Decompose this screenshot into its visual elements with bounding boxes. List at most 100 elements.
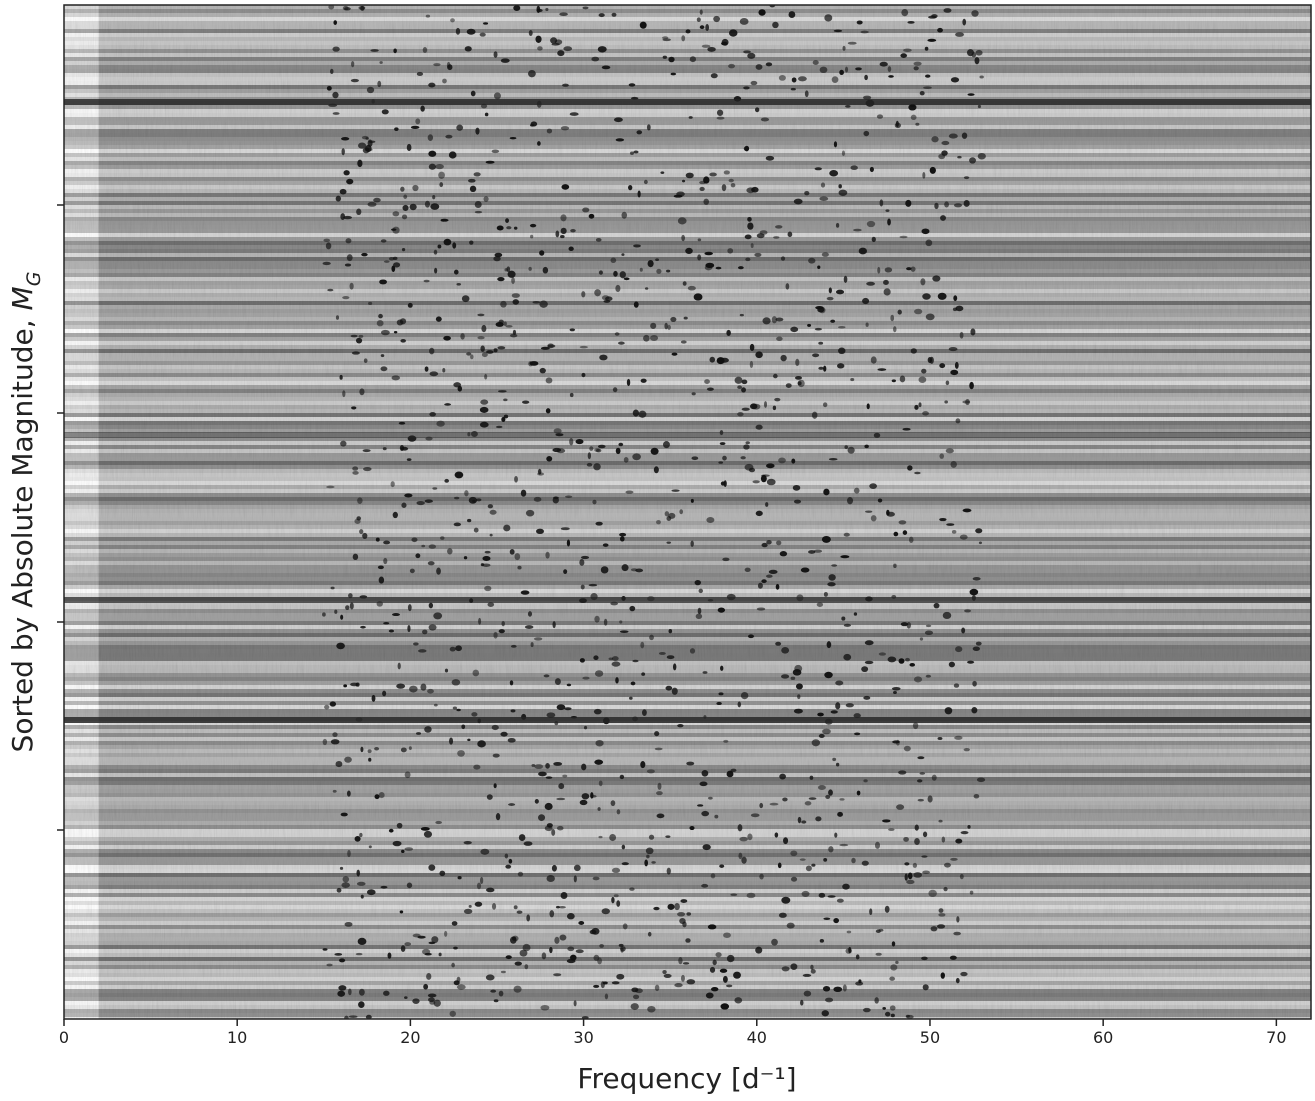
heatmap-peak — [720, 1003, 730, 1010]
heatmap-peak — [358, 1001, 365, 1008]
heatmap-peak — [433, 703, 438, 707]
heatmap-peak — [326, 85, 332, 91]
heatmap-peak — [741, 379, 748, 385]
heatmap-peak — [470, 354, 474, 360]
heatmap-peak — [747, 833, 753, 841]
heatmap-peak — [613, 270, 618, 277]
heatmap-peak — [801, 820, 807, 824]
heatmap-peak — [686, 761, 695, 766]
heatmap-peak — [392, 226, 400, 234]
heatmap-peak — [340, 812, 348, 817]
heatmap-peak — [647, 931, 652, 937]
heatmap-peak — [709, 966, 716, 973]
heatmap-peak — [619, 532, 627, 537]
heatmap-peak — [480, 848, 490, 855]
heatmap-peak — [433, 999, 441, 1007]
heatmap-peak — [632, 453, 641, 461]
heatmap-peak — [646, 769, 655, 774]
heatmap-peak — [343, 215, 352, 220]
heatmap-peak — [773, 236, 780, 239]
heatmap-peak — [866, 281, 875, 286]
heatmap-peak — [777, 862, 782, 869]
heatmap-peak — [711, 986, 719, 992]
heatmap-peak — [837, 363, 845, 369]
heatmap-peak — [425, 14, 431, 18]
heatmap-peak — [373, 197, 381, 203]
heatmap-peak — [730, 768, 737, 773]
heatmap-peak — [479, 32, 486, 37]
heatmap-peak — [428, 602, 434, 609]
heatmap-peak — [358, 988, 365, 996]
plot-frame — [63, 4, 1312, 1020]
heatmap-peak — [593, 708, 602, 715]
heatmap-peak — [640, 761, 646, 769]
heatmap-peak — [496, 225, 504, 231]
heatmap-peak — [886, 511, 895, 517]
heatmap-peak — [716, 109, 724, 117]
heatmap-peak — [787, 231, 793, 238]
heatmap-peak — [856, 20, 863, 25]
heatmap-peak — [843, 275, 848, 283]
heatmap-peak — [746, 187, 756, 194]
heatmap-peak — [616, 973, 625, 980]
heatmap-peak — [691, 456, 699, 461]
heatmap-peak — [778, 912, 787, 918]
heatmap-peak — [761, 542, 768, 548]
heatmap-peak — [332, 732, 338, 738]
heatmap-peak — [510, 936, 517, 944]
heatmap-peak — [791, 458, 796, 464]
heatmap-peak — [498, 990, 504, 997]
heatmap-peak — [427, 993, 437, 998]
heatmap-peak — [506, 226, 512, 230]
heatmap-peak — [594, 759, 604, 765]
heatmap-peak — [429, 412, 436, 417]
heatmap-peak — [723, 932, 731, 938]
heatmap-peak — [536, 528, 544, 535]
heatmap-peak — [931, 774, 937, 781]
heatmap-peak — [498, 629, 505, 634]
heatmap-peak — [781, 896, 791, 904]
heatmap-peak — [356, 881, 366, 886]
heatmap-peak — [619, 536, 625, 542]
heatmap-peak — [334, 953, 343, 956]
heatmap-peak — [964, 609, 971, 613]
heatmap-peak — [737, 411, 744, 417]
heatmap-peak — [416, 71, 424, 76]
heatmap-peak — [827, 582, 836, 587]
heatmap-peak — [423, 279, 430, 283]
heatmap-peak — [382, 447, 387, 451]
heatmap-peak — [853, 713, 861, 719]
heatmap-peak — [820, 182, 826, 188]
heatmap-peak — [779, 773, 786, 780]
heatmap-peak — [383, 990, 390, 996]
heatmap-peak — [828, 574, 836, 581]
heatmap-peak — [473, 764, 481, 770]
heatmap-peak — [750, 243, 754, 249]
heatmap-peak — [497, 277, 505, 282]
heatmap-peak — [549, 910, 555, 918]
heatmap-peak — [739, 313, 744, 317]
heatmap-peak — [950, 77, 960, 83]
heatmap-peak — [843, 623, 851, 627]
heatmap-peak — [712, 959, 717, 966]
heatmap-peak — [901, 8, 909, 17]
heatmap-peak — [876, 114, 884, 119]
heatmap-peak — [842, 883, 850, 890]
heatmap-peak — [358, 334, 364, 338]
heatmap-peak — [797, 816, 802, 824]
heatmap-peak — [819, 196, 829, 201]
heatmap-peak — [512, 329, 517, 335]
heatmap-peak — [772, 21, 779, 29]
heatmap-peak — [944, 201, 949, 208]
heatmap-peak — [891, 941, 896, 947]
heatmap-peak — [593, 954, 600, 961]
heatmap-peak — [495, 322, 504, 327]
heatmap-peak — [697, 238, 702, 242]
heatmap-peak — [433, 63, 441, 67]
heatmap-peak — [545, 763, 550, 769]
heatmap-peak — [963, 176, 970, 180]
heatmap-peak — [597, 46, 607, 53]
heatmap-peak — [863, 95, 872, 100]
heatmap-peak — [628, 83, 636, 87]
